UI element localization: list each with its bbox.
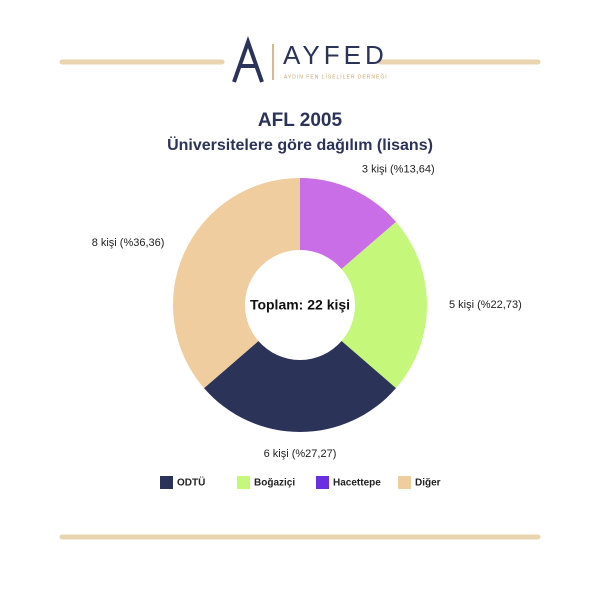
- value-label: 5 kişi (%22,73): [449, 299, 522, 311]
- value-label: 6 kişi (%27,27): [264, 448, 337, 460]
- legend: ODTÜ Boğaziçi Hacettepe Diğer: [160, 476, 441, 489]
- slice: [173, 178, 300, 389]
- legend-swatch: [237, 476, 250, 489]
- legend-swatch: [160, 476, 173, 489]
- slice: [204, 341, 396, 433]
- slice: [300, 178, 396, 269]
- center-label: Toplam: 22 kişi: [250, 297, 350, 313]
- value-label: 3 kişi (%13,64): [362, 163, 435, 175]
- donut: 3 kişi (%13,64) 5 kişi (%22,73) 6 kişi (%2…: [92, 163, 522, 460]
- legend-label: Diğer: [415, 478, 441, 489]
- legend-label: Hacettepe: [333, 478, 381, 489]
- legend-swatch: [316, 476, 329, 489]
- chart-title: AFL 2005: [258, 110, 343, 131]
- legend-label: Boğaziçi: [254, 478, 295, 489]
- tagline: AYDIN FEN LİSELİLER DERNEĞİ: [284, 73, 388, 80]
- slice: [341, 221, 428, 389]
- legend-label: ODTÜ: [177, 476, 205, 489]
- brand: AYFED: [283, 40, 388, 70]
- value-label: 8 kişi (%36,36): [92, 237, 165, 249]
- logo-icon: [232, 35, 264, 83]
- legend-swatch: [398, 476, 411, 489]
- chart-subtitle: Üniversitelere göre dağılım (lisans): [167, 135, 433, 154]
